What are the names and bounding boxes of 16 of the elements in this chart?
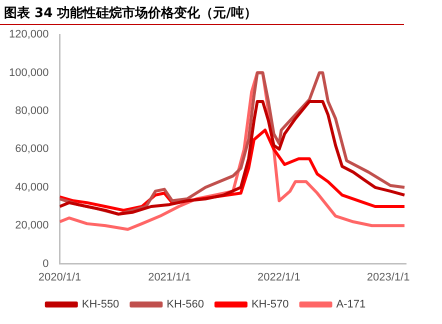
y-tick-label: 120,000 [8,28,49,41]
x-tick-label: 2021/1/1 [148,271,191,284]
y-tick-label: 40,000 [15,181,49,194]
y-tick-label: 20,000 [15,220,49,232]
chart-title: 图表 34 功能性硅烷市场价格变化（元/吨） [0,0,404,25]
legend-label: KH-550 [82,298,120,311]
x-tick-label: 2023/1/1 [366,271,410,284]
y-tick-label: 100,000 [8,66,49,79]
x-tick-label: 2020/1/1 [38,271,82,284]
y-tick-label: 60,000 [15,143,49,156]
legend-label: KH-570 [251,298,289,311]
y-tick-label: 80,000 [15,105,49,118]
legend-label: KH-560 [166,298,204,311]
y-tick-label: 0 [42,258,49,270]
legend-label: A-171 [336,298,366,311]
x-tick-label: 2022/1/1 [257,271,300,284]
